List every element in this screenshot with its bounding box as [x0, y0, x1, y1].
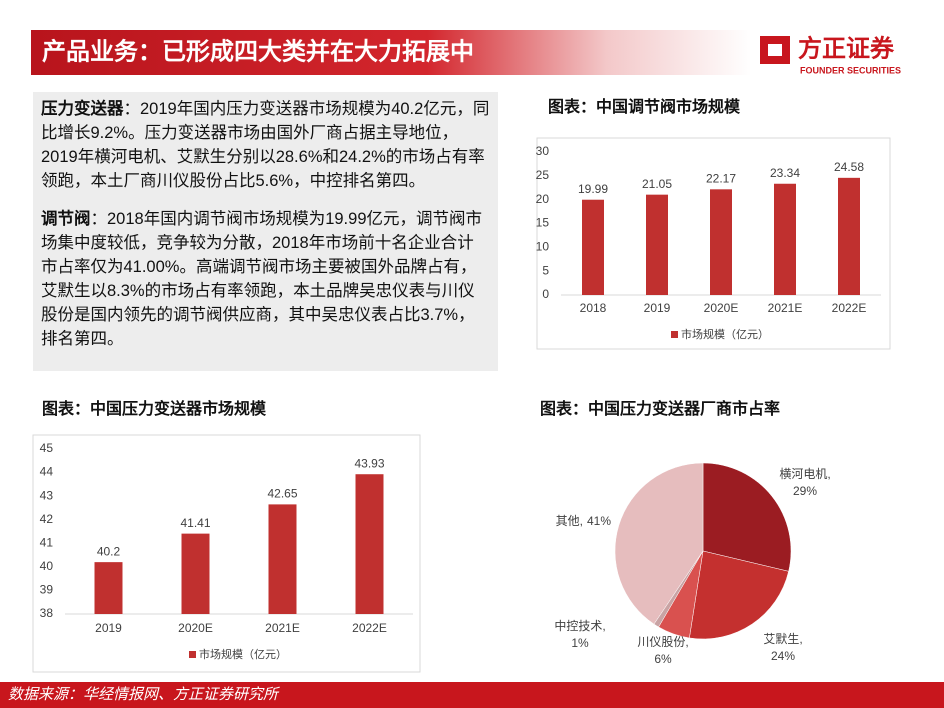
pie-slice — [614, 462, 704, 625]
x-tick-label: 2022E — [352, 621, 387, 635]
bar — [710, 189, 732, 295]
bar — [268, 504, 297, 614]
data-label: 23.34 — [770, 166, 800, 180]
y-tick-label: 38 — [40, 606, 54, 620]
data-label: 42.65 — [267, 487, 297, 501]
data-label: 22.17 — [706, 171, 736, 185]
logo-name: 方正证券 — [798, 34, 895, 62]
slice-value: 24% — [771, 649, 795, 663]
logo: 方正证券 FOUNDER SECURITIES — [760, 34, 901, 75]
x-tick-label: 2020E — [178, 621, 213, 635]
y-tick-label: 30 — [536, 144, 550, 158]
chart-title: 图表：中国压力变送器厂商市占率 — [540, 399, 780, 418]
y-tick-label: 45 — [40, 441, 54, 455]
y-tick-label: 20 — [536, 192, 550, 206]
bar — [646, 194, 668, 295]
slice-label: 其他, — [556, 514, 583, 528]
y-tick-label: 25 — [536, 168, 550, 182]
x-tick-label: 2021E — [768, 301, 803, 315]
data-label: 40.2 — [97, 544, 121, 558]
x-tick-label: 2021E — [265, 621, 300, 635]
chart-title: 图表：中国压力变送器市场规模 — [42, 399, 267, 418]
y-tick-label: 15 — [536, 216, 550, 230]
legend-swatch — [671, 331, 678, 338]
x-tick-label: 2018 — [580, 301, 607, 315]
x-tick-label: 2020E — [704, 301, 739, 315]
slice-value: 1% — [571, 636, 589, 650]
y-tick-label: 40 — [40, 559, 54, 573]
slice-value: 29% — [793, 484, 817, 498]
y-tick-label: 5 — [542, 263, 549, 277]
slice-label: 川仪股份, — [637, 635, 688, 649]
header-title: 产品业务：已形成四大类并在大力拓展中 — [42, 37, 474, 65]
y-tick-label: 39 — [40, 583, 54, 597]
bar — [582, 199, 604, 295]
legend-label: 市场规模（亿元） — [199, 647, 287, 661]
paragraph-body: ：2018年国内调节阀市场规模为19.99亿元，调节阀市场集中度较低，竞争较为分… — [41, 210, 482, 348]
paragraph: 调节阀：2018年国内调节阀市场规模为19.99亿元，调节阀市场集中度较低，竞争… — [41, 207, 490, 351]
chart-frame — [32, 434, 421, 673]
bar — [94, 562, 123, 614]
slice-value: 6% — [654, 652, 672, 666]
paragraph: 压力变送器：2019年国内压力变送器市场规模为40.2亿元，同比增长9.2%。压… — [41, 97, 490, 193]
legend-label: 市场规模（亿元） — [681, 327, 769, 341]
paragraph-lead: 压力变送器 — [41, 100, 124, 118]
slice-value: 41% — [587, 514, 611, 528]
x-tick-label: 2022E — [832, 301, 867, 315]
slice-label: 中控技术, — [554, 618, 605, 633]
pie-slice — [689, 550, 789, 640]
x-tick-label: 2019 — [95, 621, 122, 635]
data-label: 24.58 — [834, 160, 864, 174]
paragraph-body: ：2019年国内压力变送器市场规模为40.2亿元，同比增长9.2%。压力变送器市… — [41, 100, 490, 190]
bar — [774, 183, 796, 295]
y-tick-label: 44 — [40, 465, 54, 479]
y-tick-label: 41 — [40, 535, 54, 549]
data-label: 19.99 — [578, 182, 608, 196]
header-bar — [31, 30, 751, 75]
y-tick-label: 10 — [536, 240, 550, 254]
y-tick-label: 42 — [40, 512, 54, 526]
y-tick-label: 43 — [40, 488, 54, 502]
data-label: 41.41 — [180, 516, 210, 530]
data-label: 21.05 — [642, 177, 672, 191]
y-tick-label: 0 — [542, 287, 549, 301]
slice-label: 横河电机, — [779, 467, 830, 481]
slice-label: 艾默生, — [763, 631, 802, 646]
source: 数据来源：华经情报网、方正证券研究所 — [8, 686, 280, 703]
logo-icon-inner — [768, 44, 782, 56]
chart-frame — [536, 137, 891, 350]
x-tick-label: 2019 — [644, 301, 671, 315]
legend-swatch — [189, 651, 196, 658]
footer-bar — [0, 682, 944, 708]
chart-title: 图表：中国调节阀市场规模 — [548, 97, 741, 116]
logo-en: FOUNDER SECURITIES — [800, 65, 901, 75]
bar — [355, 474, 384, 614]
pie-slice — [702, 462, 792, 572]
text-box: 压力变送器：2019年国内压力变送器市场规模为40.2亿元，同比增长9.2%。压… — [33, 92, 498, 371]
paragraph-lead: 调节阀 — [41, 210, 91, 228]
data-label: 43.93 — [354, 456, 384, 470]
bar — [181, 533, 210, 614]
bar — [838, 177, 860, 295]
